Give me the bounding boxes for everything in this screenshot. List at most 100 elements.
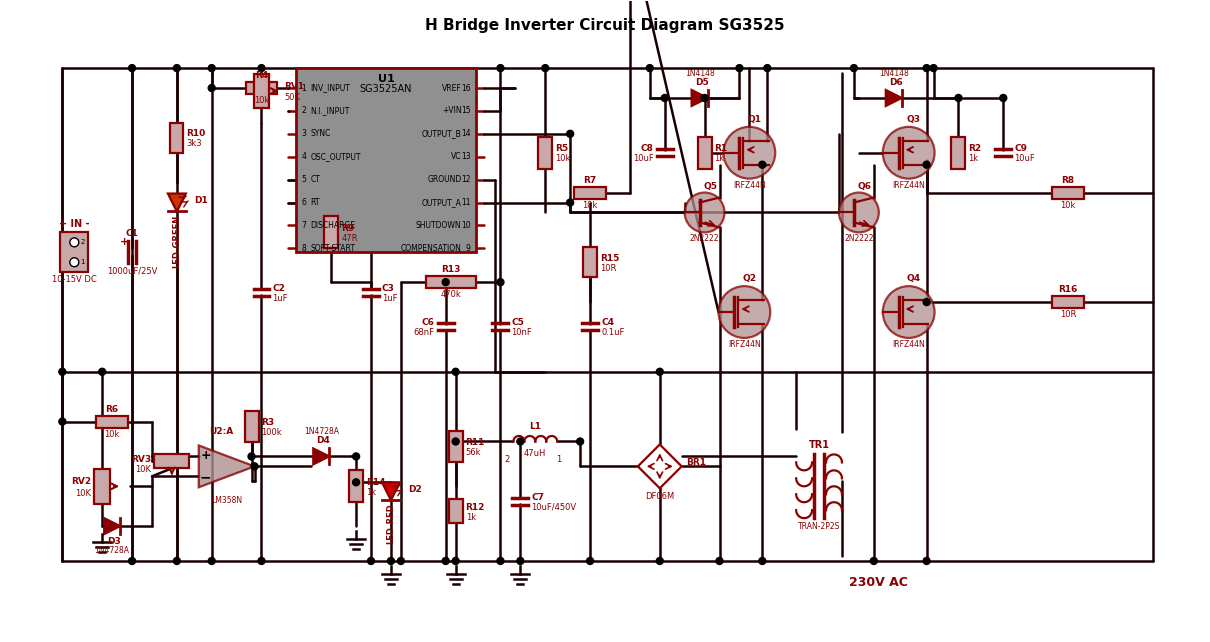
Circle shape (497, 65, 503, 72)
Text: R2: R2 (968, 144, 981, 153)
FancyBboxPatch shape (60, 232, 88, 272)
Text: 1N4728A: 1N4728A (304, 428, 339, 437)
Text: OUTPUT_A: OUTPUT_A (422, 198, 462, 207)
Text: OSC_OUTPUT: OSC_OUTPUT (310, 152, 361, 161)
Circle shape (883, 127, 934, 178)
Circle shape (128, 557, 136, 564)
Circle shape (999, 94, 1007, 101)
Text: H Bridge Inverter Circuit Diagram SG3525: H Bridge Inverter Circuit Diagram SG3525 (425, 19, 785, 33)
Text: C9: C9 (1014, 144, 1027, 153)
Circle shape (839, 193, 878, 232)
Text: 9: 9 (466, 244, 471, 253)
Text: 10uF: 10uF (633, 154, 653, 163)
Text: 1k: 1k (367, 488, 376, 497)
Text: LM358N: LM358N (211, 496, 242, 505)
Text: 10uF/450V: 10uF/450V (531, 503, 576, 512)
FancyBboxPatch shape (171, 123, 184, 153)
Circle shape (397, 557, 404, 564)
Circle shape (719, 286, 771, 338)
Text: 10k: 10k (104, 429, 120, 438)
Text: IRFZ44N: IRFZ44N (892, 340, 926, 349)
Text: D1: D1 (194, 196, 208, 205)
Text: 100k: 100k (261, 428, 282, 437)
Circle shape (923, 557, 930, 564)
Circle shape (923, 65, 930, 72)
Text: Q5: Q5 (703, 182, 718, 191)
Circle shape (248, 453, 255, 460)
Text: 10-15V DC: 10-15V DC (52, 275, 97, 284)
FancyBboxPatch shape (698, 137, 711, 169)
Text: LED-GREEN: LED-GREEN (172, 214, 182, 268)
Text: 2N2222: 2N2222 (845, 234, 874, 243)
Text: 10k: 10k (555, 154, 571, 163)
Text: 1N4148: 1N4148 (878, 69, 909, 78)
Text: 10R: 10R (1060, 310, 1076, 319)
Text: 56k: 56k (466, 448, 482, 457)
Text: R6: R6 (105, 404, 119, 413)
Text: RV1: RV1 (284, 82, 305, 91)
Text: 47R: 47R (341, 234, 358, 243)
Text: GROUND: GROUND (427, 175, 462, 184)
Text: 1uF: 1uF (382, 293, 397, 302)
Text: 3k3: 3k3 (186, 139, 202, 148)
Text: R12: R12 (466, 503, 485, 512)
Circle shape (656, 557, 663, 564)
Text: TRAN-2P2S: TRAN-2P2S (797, 522, 840, 531)
Polygon shape (886, 90, 901, 106)
Text: SG3525AN: SG3525AN (359, 84, 413, 94)
Text: C4: C4 (601, 318, 613, 327)
Text: D3: D3 (108, 537, 121, 546)
Text: SOFT-START: SOFT-START (310, 244, 356, 253)
Text: U1: U1 (378, 74, 394, 84)
Text: L1: L1 (529, 422, 541, 431)
Circle shape (851, 65, 858, 72)
Polygon shape (382, 482, 399, 500)
Text: OUTPUT_B: OUTPUT_B (422, 129, 462, 138)
Text: 7: 7 (301, 221, 306, 230)
Text: 68nF: 68nF (414, 329, 434, 338)
Circle shape (759, 557, 766, 564)
Text: DISCHARGE: DISCHARGE (310, 221, 356, 230)
Text: 6: 6 (301, 198, 306, 207)
FancyBboxPatch shape (574, 187, 606, 198)
Text: 50K: 50K (284, 94, 300, 103)
Text: N.I._INPUT: N.I._INPUT (310, 107, 350, 116)
Text: 14: 14 (461, 129, 471, 138)
Text: D2: D2 (408, 485, 421, 494)
Text: R8: R8 (1061, 176, 1074, 185)
Text: Q4: Q4 (906, 274, 921, 283)
Text: R5: R5 (555, 144, 569, 153)
Text: RV2: RV2 (71, 477, 91, 486)
Text: R11: R11 (466, 438, 485, 447)
Text: C1: C1 (126, 229, 138, 238)
Circle shape (923, 161, 930, 168)
Polygon shape (104, 518, 120, 534)
Text: IRFZ44N: IRFZ44N (733, 180, 766, 189)
Text: R4: R4 (255, 71, 269, 80)
Text: 3: 3 (301, 129, 306, 138)
Text: 1: 1 (557, 455, 561, 464)
Text: VREF: VREF (442, 83, 462, 92)
Circle shape (517, 557, 524, 564)
Circle shape (453, 369, 459, 376)
Text: 10R: 10R (600, 264, 616, 273)
Circle shape (59, 418, 65, 425)
Text: 5: 5 (301, 175, 306, 184)
Text: 10nF: 10nF (512, 329, 532, 338)
Text: D4: D4 (316, 437, 330, 446)
Text: DF06M: DF06M (645, 492, 674, 501)
Circle shape (352, 479, 359, 486)
Circle shape (208, 557, 215, 564)
Text: 2: 2 (301, 107, 306, 116)
Text: 1uF: 1uF (272, 293, 288, 302)
Text: + IN -: + IN - (59, 220, 90, 229)
Circle shape (208, 85, 215, 92)
Circle shape (352, 453, 359, 460)
Circle shape (258, 557, 265, 564)
Text: 10K: 10K (75, 489, 91, 498)
Text: 47uH: 47uH (524, 449, 547, 458)
Text: 230V AC: 230V AC (849, 576, 909, 589)
Polygon shape (313, 449, 329, 464)
FancyBboxPatch shape (94, 469, 110, 504)
Circle shape (59, 369, 65, 376)
